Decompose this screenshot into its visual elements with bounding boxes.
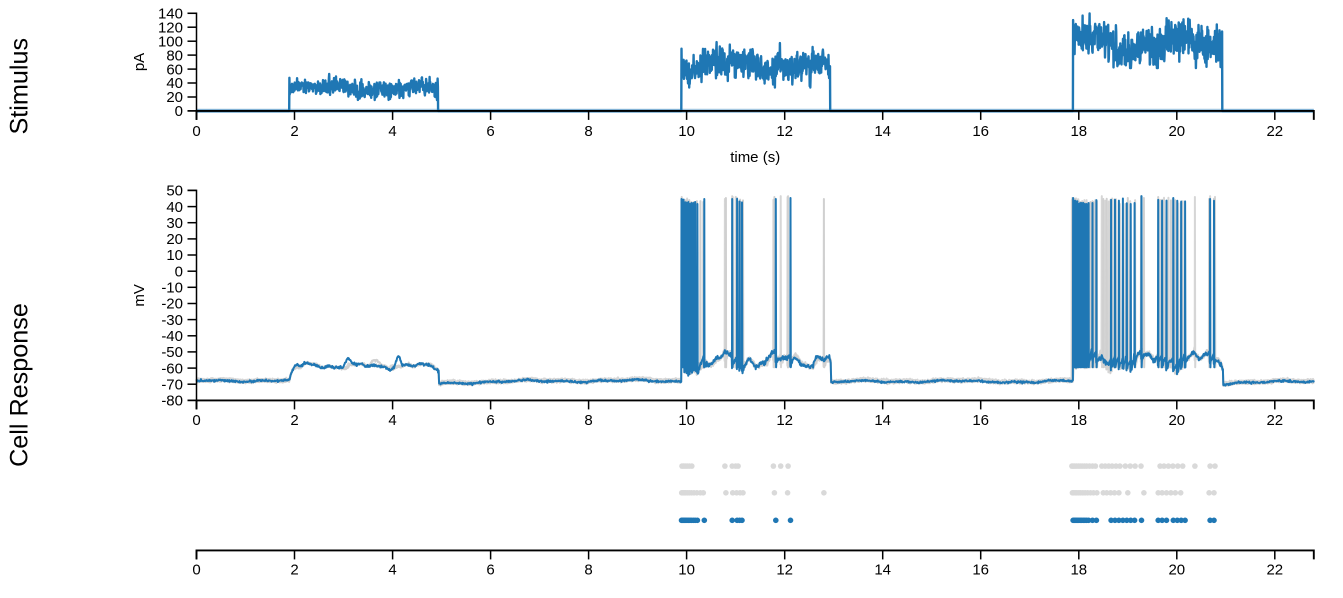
svg-text:60: 60: [166, 61, 183, 78]
svg-text:-20: -20: [161, 296, 183, 313]
svg-text:4: 4: [388, 412, 396, 429]
svg-text:0: 0: [192, 562, 200, 579]
svg-text:Cell Response: Cell Response: [6, 303, 34, 467]
svg-text:120: 120: [158, 19, 183, 36]
svg-text:0: 0: [192, 123, 200, 140]
svg-text:6: 6: [486, 562, 494, 579]
svg-text:20: 20: [1168, 562, 1185, 579]
svg-text:12: 12: [776, 123, 793, 140]
svg-text:22: 22: [1266, 562, 1283, 579]
svg-text:30: 30: [166, 215, 183, 232]
svg-text:12: 12: [776, 412, 793, 429]
svg-text:4: 4: [388, 562, 396, 579]
svg-text:2: 2: [290, 412, 298, 429]
svg-text:20: 20: [166, 231, 183, 248]
svg-text:14: 14: [874, 412, 891, 429]
svg-text:18: 18: [1070, 123, 1087, 140]
svg-text:20: 20: [1168, 412, 1185, 429]
svg-text:22: 22: [1266, 412, 1283, 429]
svg-text:0: 0: [175, 103, 183, 120]
svg-text:8: 8: [584, 123, 592, 140]
svg-text:20: 20: [1168, 123, 1185, 140]
svg-text:8: 8: [584, 562, 592, 579]
svg-text:40: 40: [166, 75, 183, 92]
svg-text:mV: mV: [131, 284, 148, 307]
svg-text:14: 14: [874, 562, 891, 579]
svg-text:time (s): time (s): [730, 149, 780, 166]
svg-text:18: 18: [1070, 562, 1087, 579]
svg-text:100: 100: [158, 33, 183, 50]
svg-text:-70: -70: [161, 376, 183, 393]
svg-text:22: 22: [1266, 123, 1283, 140]
svg-text:-80: -80: [161, 393, 183, 410]
svg-text:4: 4: [388, 123, 396, 140]
svg-text:80: 80: [166, 47, 183, 64]
svg-text:6: 6: [486, 412, 494, 429]
svg-text:-10: -10: [161, 280, 183, 297]
svg-text:140: 140: [158, 6, 183, 23]
svg-text:40: 40: [166, 199, 183, 216]
svg-text:8: 8: [584, 412, 592, 429]
svg-text:10: 10: [678, 123, 695, 140]
svg-text:-40: -40: [161, 328, 183, 345]
svg-text:16: 16: [972, 123, 989, 140]
svg-text:20: 20: [166, 89, 183, 106]
svg-text:16: 16: [972, 412, 989, 429]
svg-text:18: 18: [1070, 412, 1087, 429]
svg-text:pA: pA: [131, 53, 148, 71]
svg-text:10: 10: [166, 247, 183, 264]
svg-text:0: 0: [175, 263, 183, 280]
svg-text:-50: -50: [161, 344, 183, 361]
svg-text:Stimulus: Stimulus: [6, 38, 34, 135]
svg-text:-30: -30: [161, 312, 183, 329]
svg-text:2: 2: [290, 123, 298, 140]
svg-text:0: 0: [192, 412, 200, 429]
svg-text:14: 14: [874, 123, 891, 140]
svg-text:6: 6: [486, 123, 494, 140]
svg-text:10: 10: [678, 412, 695, 429]
svg-text:10: 10: [678, 562, 695, 579]
svg-text:12: 12: [776, 562, 793, 579]
svg-text:16: 16: [972, 562, 989, 579]
svg-text:2: 2: [290, 562, 298, 579]
svg-text:50: 50: [166, 183, 183, 200]
svg-text:-60: -60: [161, 360, 183, 377]
